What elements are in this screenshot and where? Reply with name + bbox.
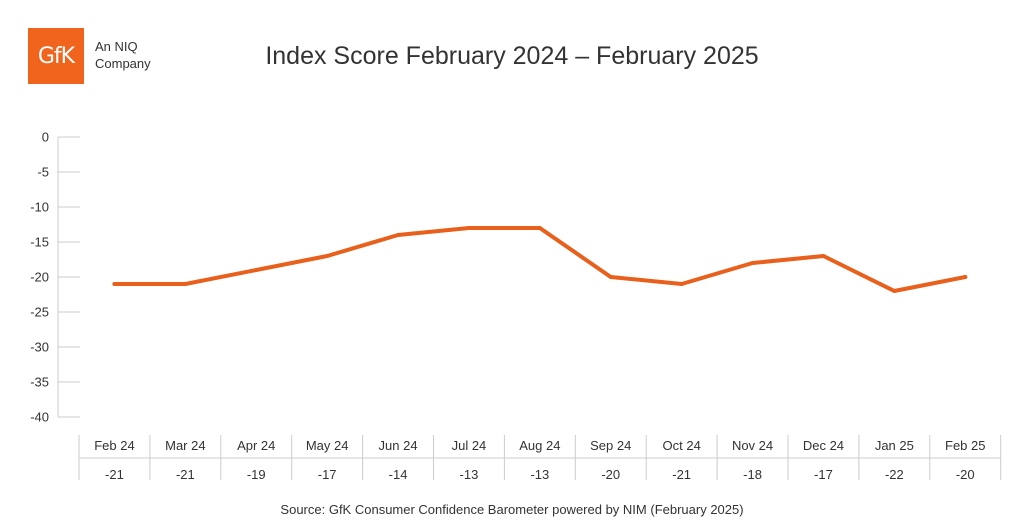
chart-title: Index Score February 2024 – February 202…	[265, 42, 759, 70]
x-tick-label: Mar 24	[165, 438, 205, 453]
y-tick-label: -30	[30, 340, 49, 355]
y-tick-label: 0	[42, 130, 49, 145]
data-point	[183, 282, 188, 286]
value-label: -14	[389, 467, 408, 482]
x-tick-label: Nov 24	[732, 438, 773, 453]
y-tick-label: -35	[30, 375, 49, 390]
x-tick-label: May 24	[306, 438, 349, 453]
y-tick-label: -10	[30, 200, 49, 215]
data-point	[892, 289, 897, 293]
value-label: -21	[672, 467, 691, 482]
data-point	[396, 233, 401, 237]
data-point	[963, 275, 968, 279]
data-point	[466, 226, 471, 230]
y-tick-label: -25	[30, 305, 49, 320]
value-label: -20	[601, 467, 620, 482]
value-label: -13	[460, 467, 479, 482]
value-label: -18	[743, 467, 762, 482]
value-label: -19	[247, 467, 266, 482]
x-tick-label: Dec 24	[803, 438, 844, 453]
gfk-logo: GfK	[28, 28, 84, 84]
data-point	[112, 282, 117, 286]
data-point	[679, 282, 684, 286]
y-tick-label: -5	[37, 165, 49, 180]
x-tick-label: Feb 25	[945, 438, 985, 453]
x-tick-label: Apr 24	[237, 438, 275, 453]
y-tick-label: -20	[30, 270, 49, 285]
logo-text: GfK	[37, 43, 75, 69]
series-line	[112, 226, 968, 293]
value-label: -21	[176, 467, 195, 482]
data-point	[254, 268, 259, 272]
value-label: -22	[885, 467, 904, 482]
x-tick-label: Aug 24	[519, 438, 560, 453]
source-note: Source: GfK Consumer Confidence Baromete…	[280, 502, 744, 517]
x-tick-label: Sep 24	[590, 438, 631, 453]
value-label: -20	[956, 467, 975, 482]
data-point	[750, 261, 755, 265]
data-point	[325, 254, 330, 258]
x-tick-label: Oct 24	[663, 438, 701, 453]
y-tick-label: -40	[30, 410, 49, 425]
value-label: -17	[814, 467, 833, 482]
value-label: -21	[105, 467, 124, 482]
x-tick-label: Jun 24	[379, 438, 418, 453]
x-tick-label: Feb 24	[94, 438, 134, 453]
value-label: -17	[318, 467, 337, 482]
value-label: -13	[530, 467, 549, 482]
x-tick-label: Jul 24	[452, 438, 487, 453]
data-point	[608, 275, 613, 279]
logo-tagline: An NIQ Company	[95, 39, 151, 71]
data-point	[821, 254, 826, 258]
data-point	[537, 226, 542, 230]
y-tick-label: -15	[30, 235, 49, 250]
x-tick-label: Jan 25	[875, 438, 914, 453]
